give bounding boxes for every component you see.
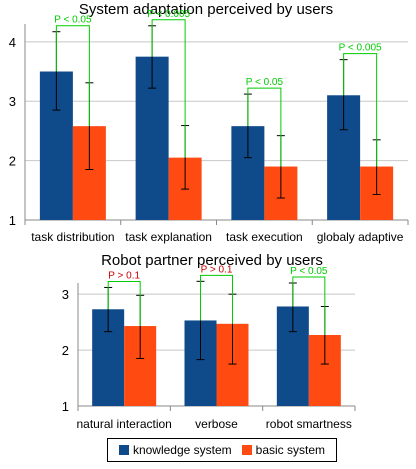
chart-2-title: Robot partner perceived by users	[101, 252, 323, 269]
x-tick-label: natural interaction	[76, 417, 171, 431]
chart-2-plot: 1 2 3 P > 0.1 natural interaction P > 0.1 verb…	[62, 264, 356, 431]
legend-item-basic: basic system	[241, 443, 326, 457]
x-tick-label: task execution	[226, 230, 303, 244]
x-tick-label: task distribution	[31, 230, 114, 244]
x-tick-label: globaly adaptive	[317, 230, 404, 244]
x-tick-label: robot smartness	[266, 417, 352, 431]
significance-label: P < 0.05	[290, 266, 328, 277]
significance-bracket	[247, 87, 282, 167]
significance-label: P < 0.005	[147, 9, 190, 20]
significance-label: P > 0.1	[108, 270, 140, 281]
significance-label: P < 0.005	[339, 43, 382, 54]
significance-label: P < 0.05	[54, 15, 92, 26]
legend-label-knowledge: knowledge system	[132, 443, 232, 457]
significance-bracket	[343, 53, 378, 167]
x-tick-label: verbose	[195, 417, 238, 431]
legend: knowledge system basic system	[107, 438, 337, 462]
legend-swatch-basic	[241, 445, 252, 455]
significance-label: P < 0.05	[246, 77, 284, 88]
y-tick-label: 1	[9, 213, 16, 228]
y-tick-label: 2	[9, 154, 16, 169]
x-tick-label: task explanation	[125, 230, 212, 244]
y-tick-label: 3	[9, 94, 16, 109]
significance-bracket	[292, 276, 326, 335]
y-tick-label: 3	[62, 287, 69, 302]
significance-label: P > 0.1	[201, 264, 233, 275]
legend-item-knowledge: knowledge system	[118, 443, 232, 457]
legend-label-basic: basic system	[255, 443, 326, 457]
y-tick-label: 4	[9, 35, 16, 50]
chart-1-title: System adaptation perceived by users	[79, 1, 333, 18]
significance-bracket	[200, 274, 233, 324]
legend-swatch-knowledge	[118, 445, 129, 455]
y-tick-label: 2	[62, 343, 69, 358]
y-tick-label: 1	[62, 399, 69, 414]
chart-1-plot: 1 2 3 4 P < 0.05 task distribution P < 0.005 ta…	[9, 9, 409, 244]
significance-bracket	[107, 280, 141, 327]
significance-bracket	[151, 19, 186, 158]
significance-bracket	[55, 25, 90, 127]
